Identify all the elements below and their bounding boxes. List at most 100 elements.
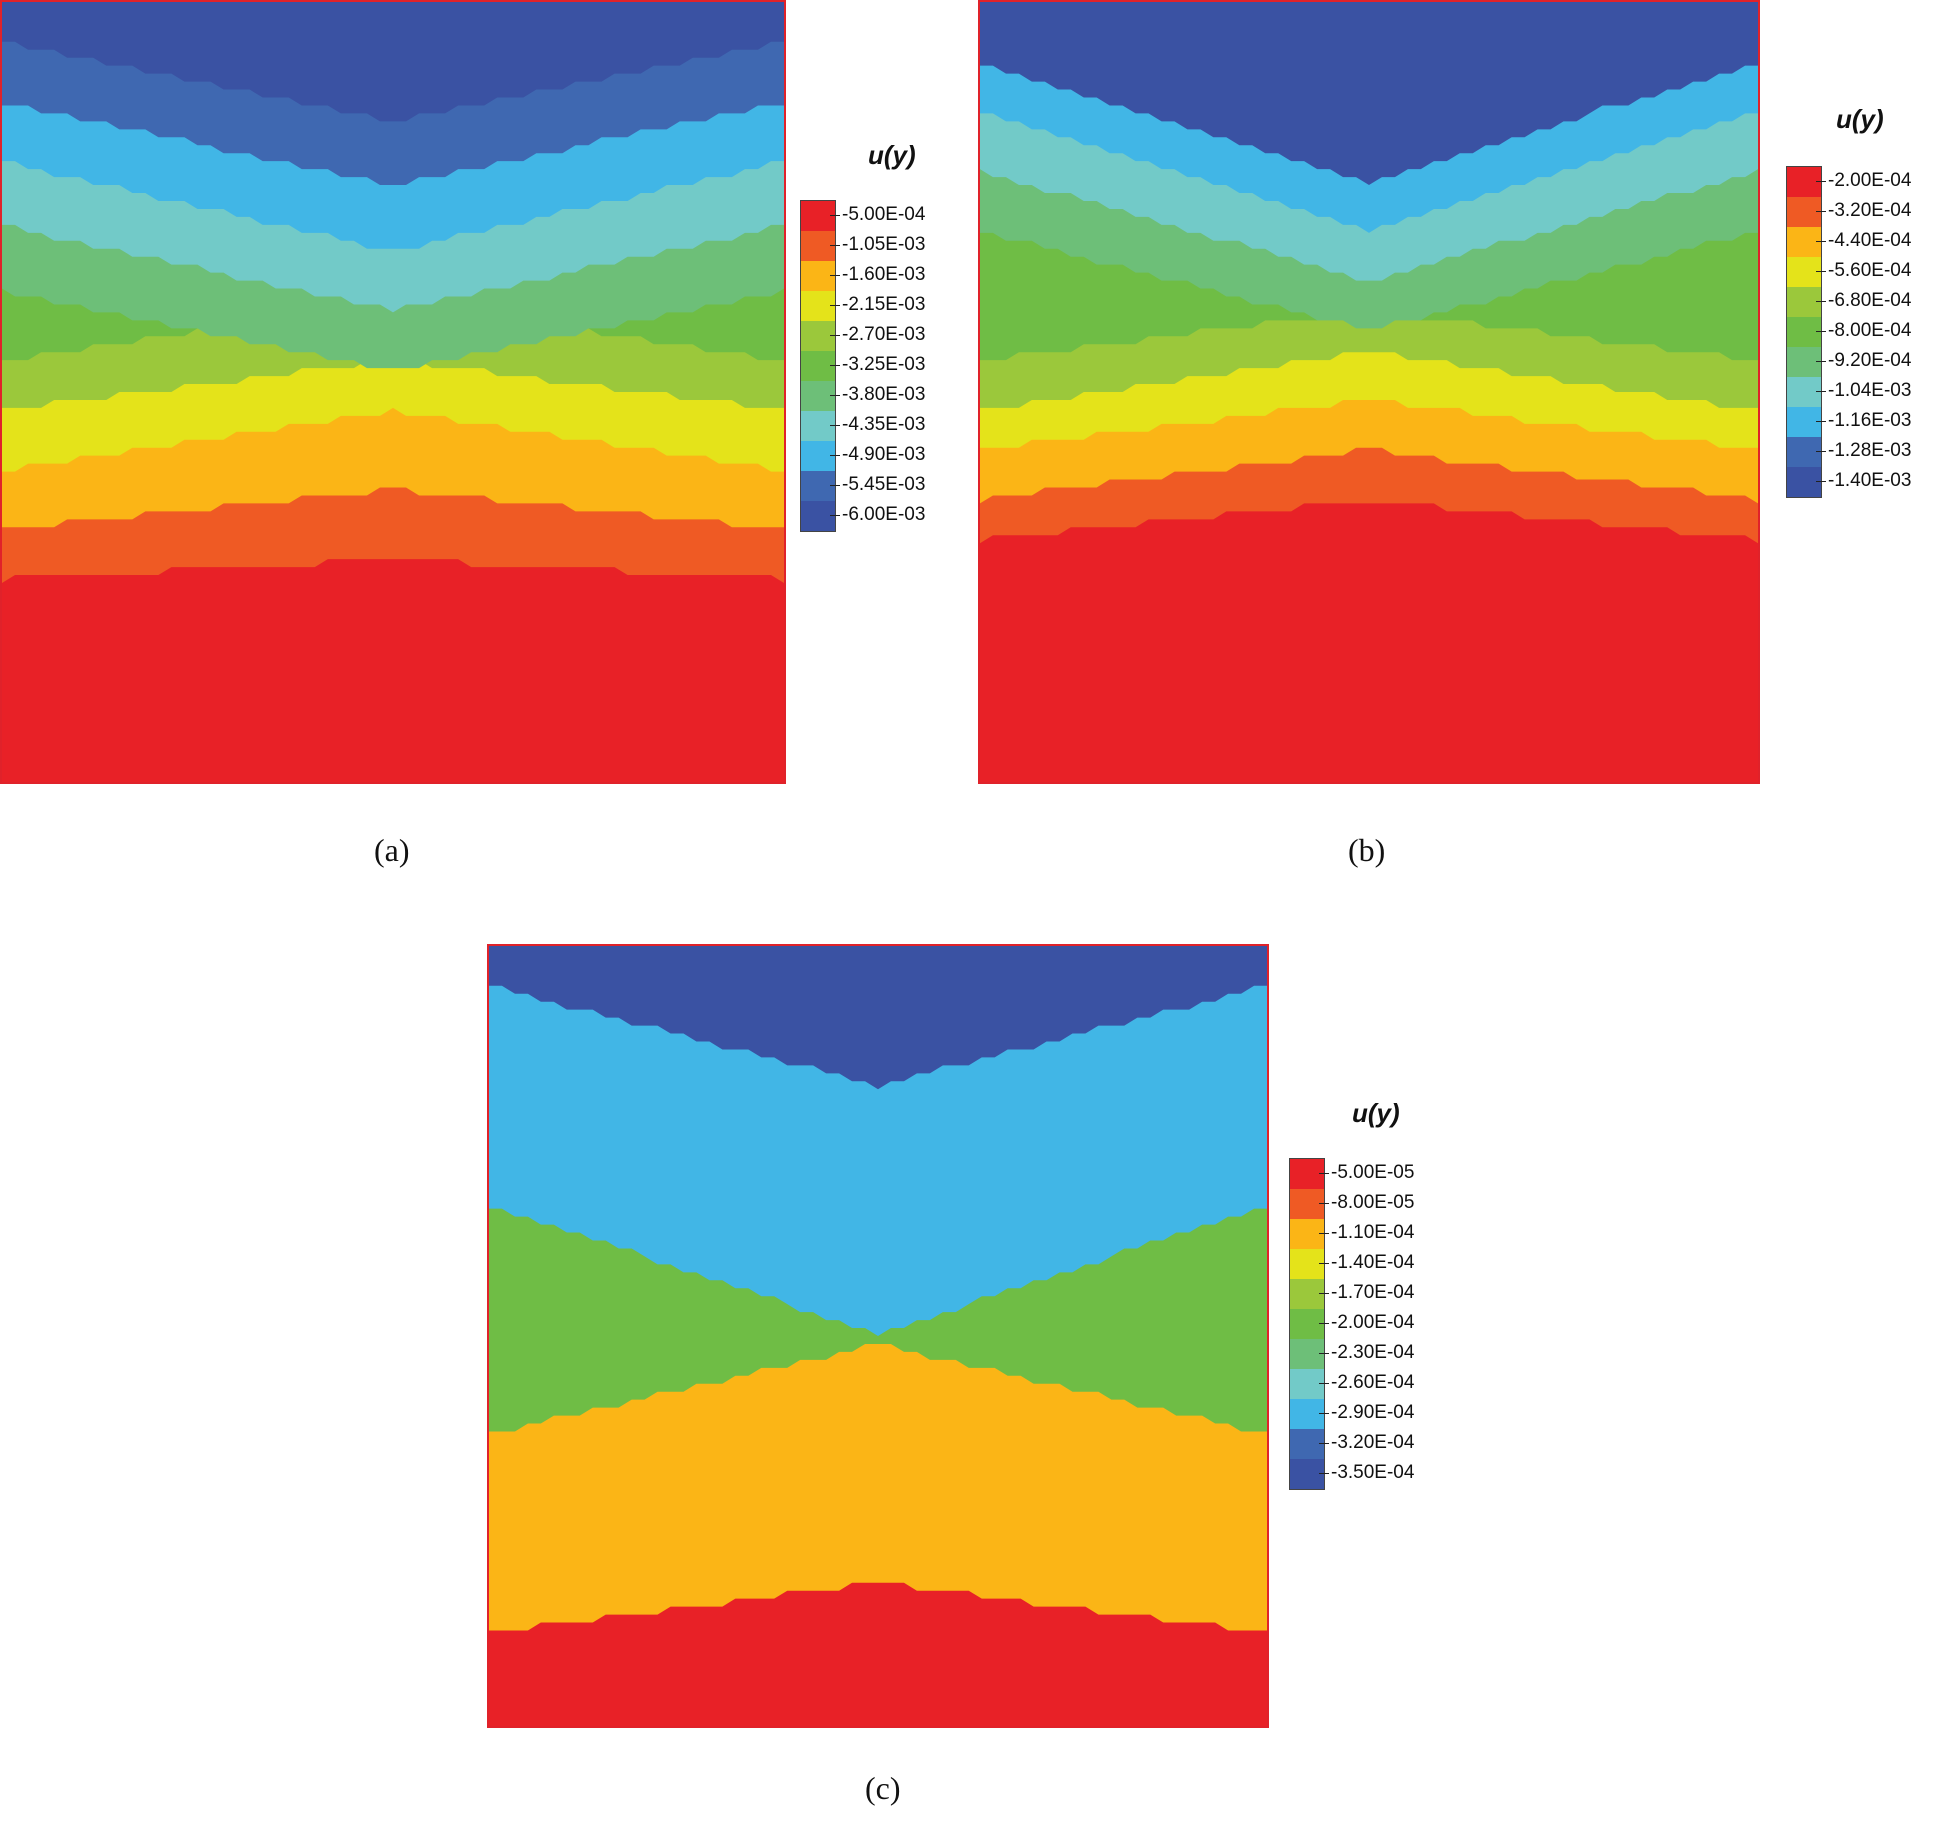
legend-label: -5.00E-04 xyxy=(842,204,926,225)
legend-tick xyxy=(1319,1323,1329,1324)
legend-label: -3.50E-04 xyxy=(1331,1462,1415,1483)
legend-label: -1.16E-03 xyxy=(1828,410,1912,431)
legend-tick xyxy=(1319,1233,1329,1234)
legend-tick xyxy=(1319,1383,1329,1384)
caption-c: (c) xyxy=(865,1770,901,1806)
legend-swatches-c xyxy=(1289,1158,1325,1490)
legend-tick xyxy=(1319,1203,1329,1204)
legend-tick xyxy=(830,395,840,396)
legend-swatch xyxy=(1290,1219,1324,1249)
legend-swatch xyxy=(1290,1309,1324,1339)
legend-label: -1.04E-03 xyxy=(1828,380,1912,401)
legend-tick xyxy=(1319,1473,1329,1474)
legend-swatch xyxy=(1787,257,1821,287)
legend-label: -5.45E-03 xyxy=(842,474,926,495)
legend-label: -4.90E-03 xyxy=(842,444,926,465)
legend-swatch xyxy=(1787,407,1821,437)
legend-swatch xyxy=(801,261,835,291)
legend-tick xyxy=(1816,421,1826,422)
legend-swatch xyxy=(801,351,835,381)
legend-label: -3.80E-03 xyxy=(842,384,926,405)
contour-svg-c xyxy=(489,946,1267,1631)
legend-swatch xyxy=(801,321,835,351)
legend-label: -1.10E-04 xyxy=(1331,1222,1415,1243)
legend-swatch xyxy=(1787,347,1821,377)
legend-swatch xyxy=(1290,1459,1324,1489)
legend-swatch xyxy=(1787,227,1821,257)
legend-swatch xyxy=(1290,1249,1324,1279)
legend-tick xyxy=(1319,1353,1329,1354)
caption-b: (b) xyxy=(1348,832,1386,868)
legend-tick xyxy=(1319,1293,1329,1294)
legend-tick xyxy=(830,215,840,216)
legend-tick xyxy=(830,365,840,366)
legend-swatch xyxy=(1787,437,1821,467)
legend-label: -8.00E-05 xyxy=(1331,1192,1415,1213)
legend-tick xyxy=(830,485,840,486)
legend-swatch xyxy=(1787,377,1821,407)
legend-tick xyxy=(1816,301,1826,302)
legend-label: -1.40E-04 xyxy=(1331,1252,1415,1273)
legend-swatch xyxy=(1290,1279,1324,1309)
legend-label: -2.00E-04 xyxy=(1331,1312,1415,1333)
legend-label: -9.20E-04 xyxy=(1828,350,1912,371)
legend-swatch xyxy=(801,411,835,441)
contour-band xyxy=(2,2,784,122)
contour-svg-a xyxy=(2,2,784,584)
legend-swatch xyxy=(801,441,835,471)
legend-swatch xyxy=(1290,1429,1324,1459)
legend-swatch xyxy=(1290,1339,1324,1369)
legend-label: -8.00E-04 xyxy=(1828,320,1912,341)
legend-swatch xyxy=(1290,1159,1324,1189)
legend-label: -5.00E-05 xyxy=(1331,1162,1415,1183)
contour-plot-c xyxy=(487,944,1269,1728)
legend-label: -2.70E-03 xyxy=(842,324,926,345)
legend-label: -3.25E-03 xyxy=(842,354,926,375)
legend-swatch xyxy=(1787,287,1821,317)
legend-tick xyxy=(830,245,840,246)
legend-swatch xyxy=(801,471,835,501)
legend-swatch xyxy=(1787,467,1821,497)
legend-tick xyxy=(830,425,840,426)
legend-tick xyxy=(1816,331,1826,332)
contour-band xyxy=(489,946,1267,1090)
legend-label: -1.60E-03 xyxy=(842,264,926,285)
legend-label: -1.40E-03 xyxy=(1828,470,1912,491)
legend-label: -2.60E-04 xyxy=(1331,1372,1415,1393)
legend-tick xyxy=(830,305,840,306)
legend-label: -2.30E-04 xyxy=(1331,1342,1415,1363)
legend-label: -1.05E-03 xyxy=(842,234,926,255)
legend-title-b: u(y) xyxy=(1836,104,1884,134)
legend-tick xyxy=(1816,211,1826,212)
legend-title-c: u(y) xyxy=(1352,1098,1400,1128)
legend-tick xyxy=(830,455,840,456)
legend-label: -2.90E-04 xyxy=(1331,1402,1415,1423)
legend-tick xyxy=(1816,481,1826,482)
legend-label: -4.35E-03 xyxy=(842,414,926,435)
legend-tick xyxy=(1319,1443,1329,1444)
legend-swatch xyxy=(801,201,835,231)
contour-plot-a xyxy=(0,0,786,784)
legend-label: -3.20E-04 xyxy=(1828,200,1912,221)
legend-label: -6.80E-04 xyxy=(1828,290,1912,311)
legend-tick xyxy=(1319,1173,1329,1174)
legend-label: -5.60E-04 xyxy=(1828,260,1912,281)
caption-a: (a) xyxy=(374,832,410,868)
legend-tick xyxy=(830,275,840,276)
legend-tick xyxy=(1319,1263,1329,1264)
legend-swatch xyxy=(801,501,835,531)
legend-swatch xyxy=(1787,167,1821,197)
contour-svg-b xyxy=(980,2,1758,544)
legend-swatch xyxy=(1290,1399,1324,1429)
legend-swatch xyxy=(1290,1369,1324,1399)
contour-plot-b xyxy=(978,0,1760,784)
legend-tick xyxy=(1319,1413,1329,1414)
legend-label: -1.28E-03 xyxy=(1828,440,1912,461)
legend-tick xyxy=(1816,271,1826,272)
legend-label: -2.15E-03 xyxy=(842,294,926,315)
legend-swatch xyxy=(1787,317,1821,347)
legend-swatch xyxy=(1787,197,1821,227)
legend-label: -3.20E-04 xyxy=(1331,1432,1415,1453)
legend-tick xyxy=(1816,361,1826,362)
legend-label: -1.70E-04 xyxy=(1331,1282,1415,1303)
